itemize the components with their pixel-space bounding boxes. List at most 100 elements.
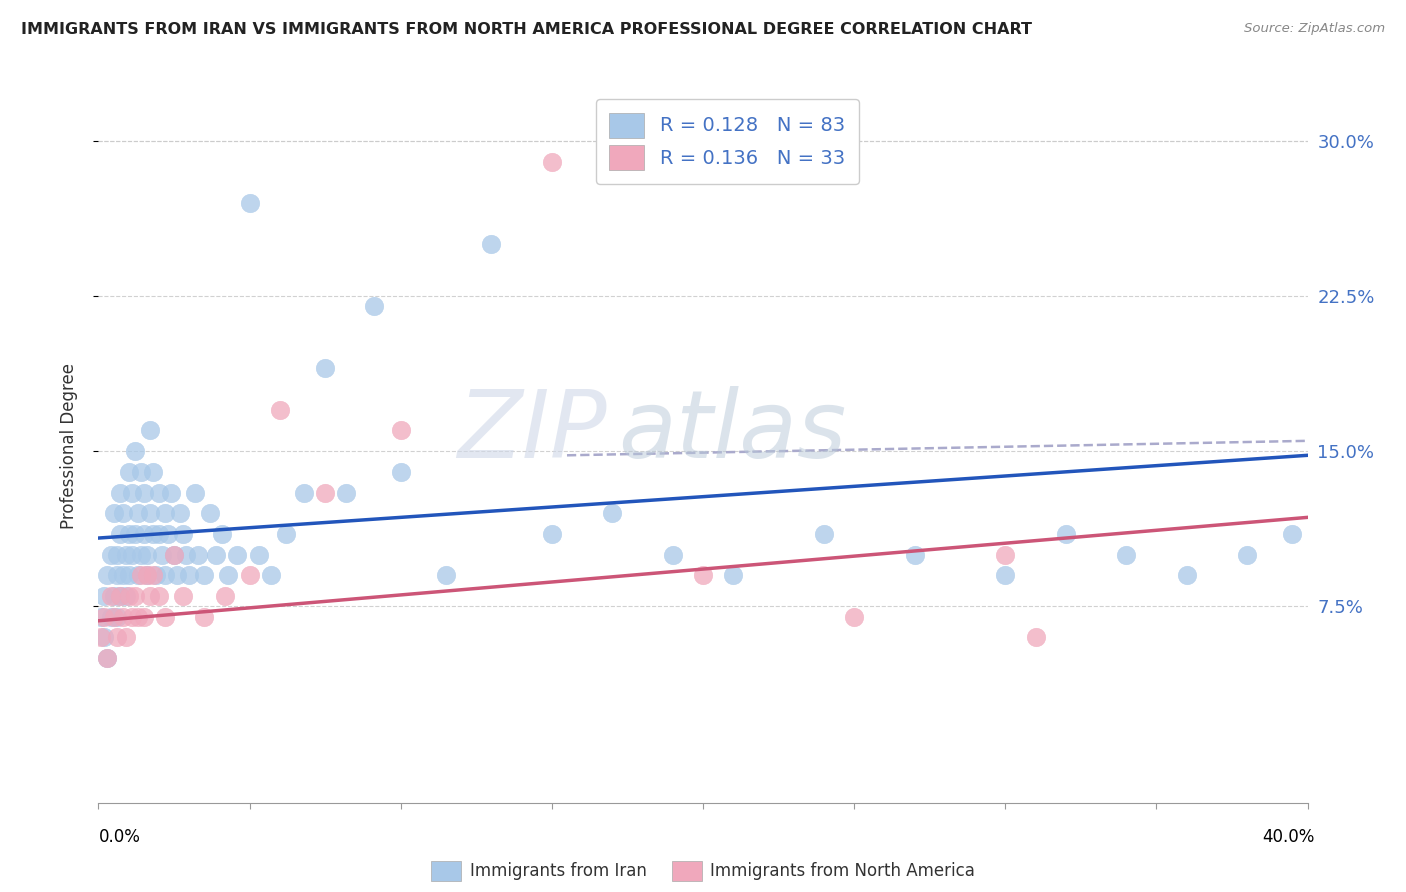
Point xyxy=(96,651,118,665)
Point xyxy=(274,527,297,541)
Point xyxy=(174,548,197,562)
Point xyxy=(260,568,283,582)
Point xyxy=(108,589,131,603)
Point xyxy=(124,527,146,541)
Point xyxy=(160,485,183,500)
Point xyxy=(163,548,186,562)
Point xyxy=(127,609,149,624)
Point xyxy=(124,589,146,603)
Point xyxy=(363,299,385,313)
Point xyxy=(111,568,134,582)
Point xyxy=(540,154,562,169)
Text: IMMIGRANTS FROM IRAN VS IMMIGRANTS FROM NORTH AMERICA PROFESSIONAL DEGREE CORREL: IMMIGRANTS FROM IRAN VS IMMIGRANTS FROM … xyxy=(21,22,1032,37)
Point xyxy=(314,361,336,376)
Point xyxy=(118,527,141,541)
Point xyxy=(114,548,136,562)
Point xyxy=(1175,568,1198,582)
Point xyxy=(93,589,115,603)
Point xyxy=(118,568,141,582)
Point xyxy=(118,465,141,479)
Point xyxy=(1236,548,1258,562)
Point xyxy=(1115,548,1137,562)
Point xyxy=(139,589,162,603)
Text: Source: ZipAtlas.com: Source: ZipAtlas.com xyxy=(1244,22,1385,36)
Text: atlas: atlas xyxy=(619,386,846,477)
Point xyxy=(108,589,131,603)
Point xyxy=(111,506,134,520)
Point xyxy=(904,548,927,562)
Point xyxy=(96,568,118,582)
Point xyxy=(156,527,179,541)
Point xyxy=(121,548,143,562)
Point xyxy=(844,609,866,624)
Point xyxy=(93,630,115,644)
Point xyxy=(100,609,122,624)
Point xyxy=(813,527,835,541)
Point xyxy=(1024,630,1046,644)
Point xyxy=(129,548,152,562)
Point xyxy=(139,506,162,520)
Point xyxy=(132,527,155,541)
Point xyxy=(292,485,315,500)
Point xyxy=(108,527,131,541)
Point xyxy=(692,568,714,582)
Text: 40.0%: 40.0% xyxy=(1263,828,1315,846)
Point xyxy=(994,568,1017,582)
Point xyxy=(540,527,562,541)
Point xyxy=(114,589,136,603)
Point xyxy=(127,506,149,520)
Point xyxy=(105,609,128,624)
Point xyxy=(169,506,191,520)
Point xyxy=(148,485,170,500)
Point xyxy=(135,568,157,582)
Point xyxy=(100,548,122,562)
Point xyxy=(172,589,194,603)
Point xyxy=(148,589,170,603)
Point xyxy=(118,589,141,603)
Legend: Immigrants from Iran, Immigrants from North America: Immigrants from Iran, Immigrants from No… xyxy=(425,855,981,888)
Point xyxy=(142,568,165,582)
Point xyxy=(150,548,173,562)
Point xyxy=(127,568,149,582)
Point xyxy=(121,485,143,500)
Point xyxy=(179,568,201,582)
Point xyxy=(142,465,165,479)
Point xyxy=(103,506,125,520)
Point xyxy=(129,568,152,582)
Point xyxy=(211,527,233,541)
Point xyxy=(269,402,291,417)
Point xyxy=(135,568,157,582)
Point xyxy=(205,548,228,562)
Point xyxy=(114,630,136,644)
Point xyxy=(481,237,503,252)
Point xyxy=(172,527,194,541)
Point xyxy=(121,609,143,624)
Point xyxy=(389,465,412,479)
Point xyxy=(335,485,357,500)
Point xyxy=(193,609,215,624)
Point xyxy=(124,444,146,458)
Point xyxy=(662,548,685,562)
Point xyxy=(108,485,131,500)
Point xyxy=(200,506,222,520)
Point xyxy=(105,568,128,582)
Point xyxy=(247,548,270,562)
Point xyxy=(1281,527,1303,541)
Point xyxy=(132,485,155,500)
Point xyxy=(153,568,176,582)
Point xyxy=(90,630,112,644)
Point xyxy=(103,589,125,603)
Point xyxy=(723,568,745,582)
Point xyxy=(148,527,170,541)
Point xyxy=(145,568,167,582)
Point xyxy=(434,568,457,582)
Point xyxy=(1054,527,1077,541)
Point xyxy=(153,506,176,520)
Point xyxy=(389,424,412,438)
Point xyxy=(184,485,207,500)
Point xyxy=(187,548,209,562)
Point xyxy=(166,568,188,582)
Point xyxy=(105,630,128,644)
Point xyxy=(214,589,236,603)
Point xyxy=(111,609,134,624)
